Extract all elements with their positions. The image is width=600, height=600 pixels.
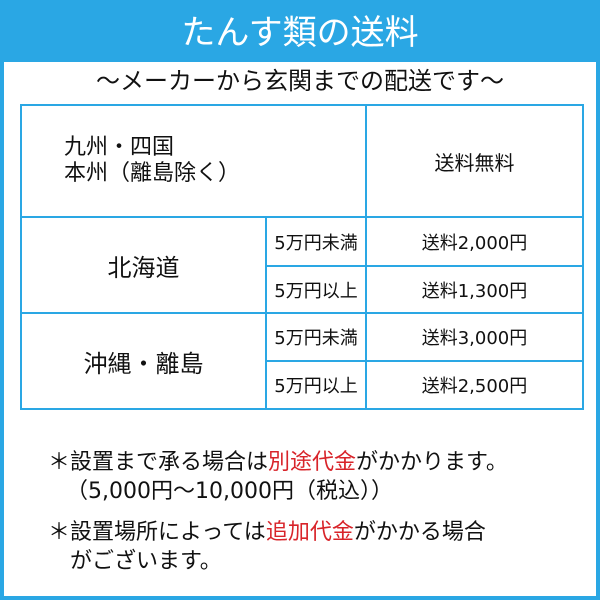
highlight-text: 別途代金 <box>268 450 357 475</box>
note-additional-fee: ＊設置場所によっては追加代金がかかる場合 がございます。 <box>48 520 486 574</box>
region-cell-okinawa: 沖縄・離島 <box>20 312 267 410</box>
region-line2: 本州（離島除く） <box>64 161 241 186</box>
fee-cell: 送料1,300円 <box>365 265 584 314</box>
fee-cell: 送料2,000円 <box>365 216 584 267</box>
page-title: たんす類の送料 <box>4 4 596 62</box>
fee-cell: 送料2,500円 <box>365 360 584 410</box>
region-cell-hokkaido: 北海道 <box>20 216 267 314</box>
condition-cell: 5万円以上 <box>265 360 367 410</box>
condition-cell: 5万円以上 <box>265 265 367 314</box>
region-cell-honshu: 九州・四国 本州（離島除く） <box>20 104 367 218</box>
fee-cell: 送料3,000円 <box>365 312 584 362</box>
subtitle: ～メーカーから玄関までの配送です～ <box>96 67 504 95</box>
condition-cell: 5万円未満 <box>265 312 367 362</box>
condition-cell: 5万円未満 <box>265 216 367 267</box>
fee-cell-free: 送料無料 <box>365 104 584 218</box>
note-installation: ＊設置まで承る場合は別途代金がかかります。 （5,000円～10,000円（税込… <box>48 450 508 504</box>
highlight-text: 追加代金 <box>265 520 354 545</box>
region-line1: 九州・四国 <box>64 135 175 160</box>
